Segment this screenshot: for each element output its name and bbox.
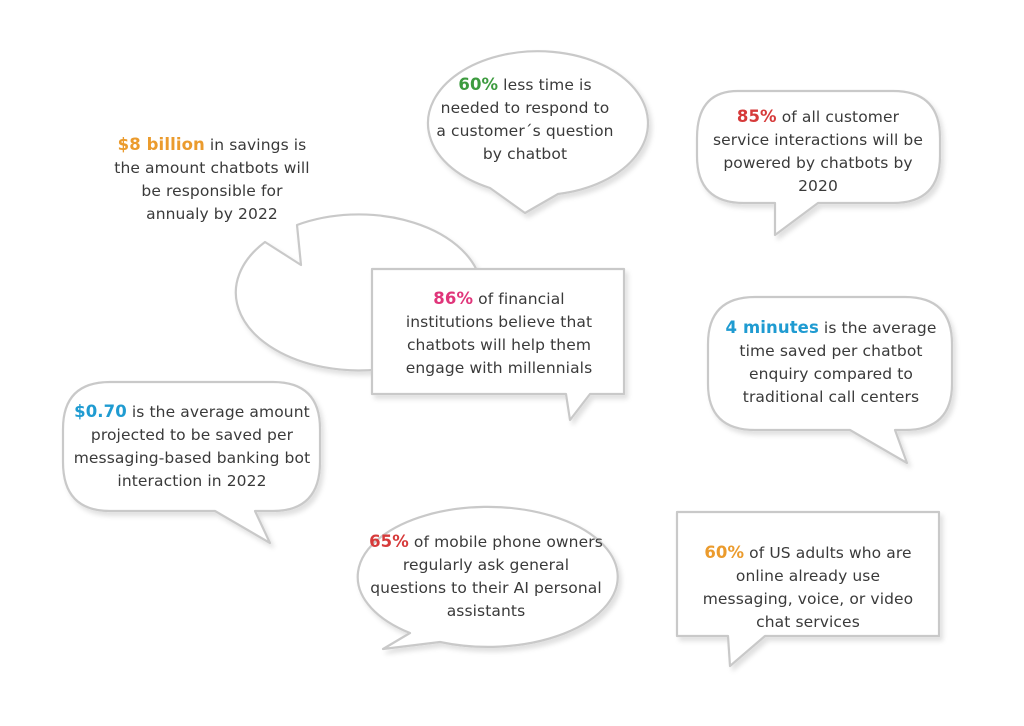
- minutes-description: is the average time saved per chatbot en…: [739, 319, 937, 406]
- mobile-highlight: 65%: [369, 532, 409, 551]
- bubble-minutes-shape: [706, 295, 954, 465]
- bubble-banking-shape: [61, 380, 322, 545]
- financial-highlight: 86%: [433, 289, 474, 308]
- savings-highlight: $8 billion: [117, 135, 205, 154]
- minutes-highlight: 4 minutes: [725, 318, 819, 337]
- bubble-us-adults-text: 60% of US adults who are online already …: [690, 541, 926, 634]
- customer-service-highlight: 85%: [736, 107, 777, 126]
- bubble-financial-text: 86% of financial institutions believe th…: [388, 287, 610, 380]
- savings-description: in savings is the amount chatbots will b…: [114, 136, 310, 223]
- bubble-response-time-text: 60% less time is needed to respond to a …: [436, 73, 614, 166]
- bubble-customer-service-text: 85% of all customer service interactions…: [707, 105, 929, 198]
- banking-highlight: $0.70: [74, 402, 127, 421]
- bubble-banking-text: $0.70 is the average amount projected to…: [72, 400, 312, 493]
- bubble-response-time-shape: [426, 50, 650, 215]
- bubble-mobile-shape: [356, 505, 619, 651]
- bubble-minutes-text: 4 minutes is the average time saved per …: [722, 316, 940, 409]
- banking-description: is the average amount projected to be sa…: [73, 403, 311, 490]
- customer-service-description: of all customer service interactions wil…: [713, 108, 923, 195]
- bubble-financial-shape: [370, 267, 626, 422]
- response-time-highlight: 60%: [458, 75, 499, 94]
- response-time-description: less time is needed to respond to a cust…: [436, 76, 614, 163]
- mobile-description: of mobile phone owners regularly ask gen…: [370, 533, 603, 620]
- us-adults-highlight: 60%: [704, 543, 745, 562]
- bubble-us-adults-shape: [675, 510, 941, 668]
- bubble-customer-service-shape: [695, 89, 942, 237]
- us-adults-description: of US adults who are online already use …: [702, 544, 914, 631]
- bubble-savings-text: $8 billion in savings is the amount chat…: [112, 133, 312, 226]
- financial-description: of financial institutions believe that c…: [405, 290, 593, 377]
- bubble-mobile-text: 65% of mobile phone owners regularly ask…: [366, 530, 606, 623]
